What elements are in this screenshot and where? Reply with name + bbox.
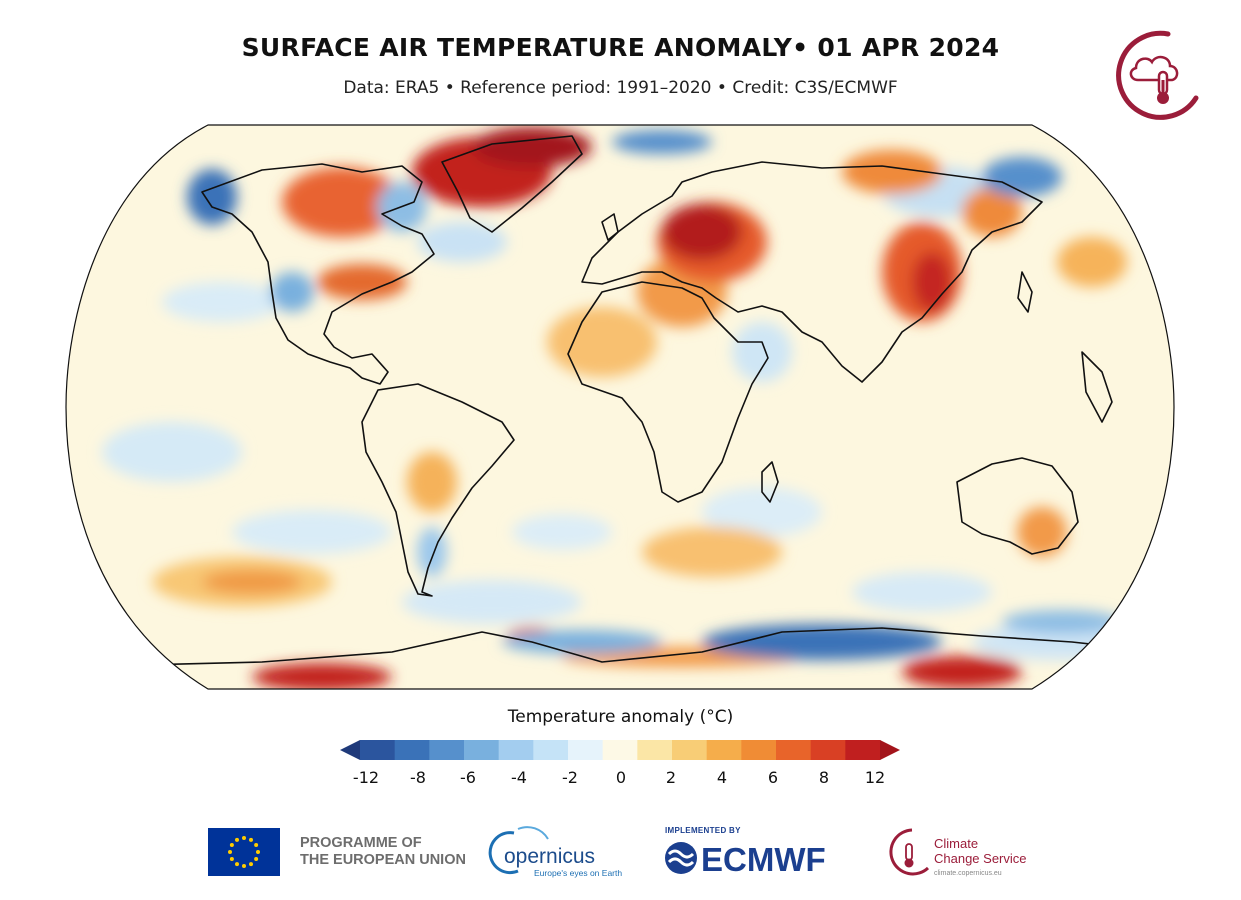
colorbar-segment bbox=[706, 740, 742, 760]
eu-star bbox=[228, 850, 232, 854]
colorbar-tick-label: -12 bbox=[352, 768, 380, 787]
c3s-line-2: Change Service bbox=[934, 851, 1027, 866]
eu-line-2: THE EUROPEAN UNION bbox=[300, 852, 466, 868]
colorbar-segment bbox=[602, 740, 638, 760]
eu-star bbox=[242, 836, 246, 840]
eu-star bbox=[229, 857, 234, 861]
colorbar-segment bbox=[672, 740, 708, 760]
colorbar-tick-label: 12 bbox=[864, 768, 886, 787]
eu-star bbox=[249, 862, 253, 867]
copernicus-wordmark: opernicus bbox=[504, 845, 595, 868]
eu-star bbox=[254, 843, 259, 847]
implemented-by-label: IMPLEMENTED BY bbox=[665, 826, 741, 835]
colorbar-tick-label: -6 bbox=[460, 768, 476, 787]
copernicus-tagline: Europe's eyes on Earth bbox=[534, 868, 622, 878]
eu-star bbox=[254, 857, 259, 861]
colorbar-segment bbox=[394, 740, 430, 760]
c3s-line-1: Climate bbox=[934, 836, 978, 851]
eu-star bbox=[235, 862, 239, 867]
colorbar-tick-label: 6 bbox=[767, 768, 779, 787]
ecmwf-wordmark: ECMWF bbox=[701, 841, 826, 878]
colorbar-tick-label: -2 bbox=[562, 768, 578, 787]
colorbar-segment bbox=[776, 740, 812, 760]
world-temperature-anomaly-map bbox=[65, 124, 1175, 690]
eu-flag-icon bbox=[208, 828, 280, 876]
colorbar-segment bbox=[741, 740, 777, 760]
eu-star bbox=[242, 864, 246, 868]
c3s-thermometer-icon bbox=[1116, 30, 1199, 120]
chart-title: SURFACE AIR TEMPERATURE ANOMALY• 01 APR … bbox=[241, 33, 1000, 62]
colorbar-segment bbox=[845, 740, 881, 760]
colorbar bbox=[340, 740, 900, 760]
colorbar-title: Temperature anomaly (°C) bbox=[507, 707, 734, 727]
colorbar-segment bbox=[464, 740, 500, 760]
eu-line-1: PROGRAMME OF bbox=[300, 835, 422, 851]
colorbar-tick-label: 8 bbox=[818, 768, 830, 787]
colorbar-segment bbox=[810, 740, 846, 760]
ecmwf-logo: ECMWF bbox=[665, 841, 826, 878]
colorbar-arrow-max bbox=[880, 740, 900, 760]
copernicus-logo: opernicus Europe's eyes on Earth bbox=[488, 826, 622, 878]
colorbar-segment bbox=[360, 740, 396, 760]
colorbar-segment bbox=[568, 740, 604, 760]
colorbar-tick-label: -4 bbox=[511, 768, 527, 787]
eu-star bbox=[256, 850, 260, 854]
colorbar-arrow-min bbox=[340, 740, 360, 760]
chart-subtitle: Data: ERA5 • Reference period: 1991–2020… bbox=[343, 78, 898, 98]
eu-star bbox=[249, 837, 253, 842]
colorbar-segment bbox=[637, 740, 673, 760]
colorbar-segment bbox=[498, 740, 534, 760]
colorbar-tick-label: 2 bbox=[665, 768, 677, 787]
c3s-url: climate.copernicus.eu bbox=[934, 870, 1002, 877]
colorbar-tick-label: 4 bbox=[716, 768, 728, 787]
eu-programme-label: PROGRAMME OF THE EUROPEAN UNION bbox=[300, 835, 466, 869]
colorbar-segment bbox=[429, 740, 465, 760]
c3s-footer-logo: Climate Change Service climate.copernicu… bbox=[889, 828, 1027, 877]
colorbar-tick-label: 0 bbox=[615, 768, 627, 787]
eu-star bbox=[235, 837, 239, 842]
colorbar-segment bbox=[533, 740, 569, 760]
eu-star bbox=[229, 843, 234, 847]
colorbar-tick-label: -8 bbox=[410, 768, 426, 787]
